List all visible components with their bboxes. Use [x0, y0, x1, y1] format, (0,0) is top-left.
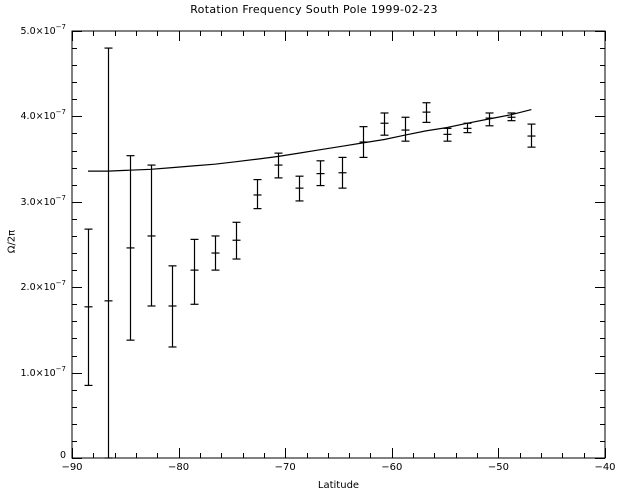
y-tick-label: 5.0×10−7	[20, 23, 67, 37]
x-axis-label: Latitude	[317, 480, 360, 491]
fit-curve	[88, 109, 532, 172]
y-tick-label: 3.0×10−7	[20, 193, 67, 208]
y-tick-label: 1.0×10−7	[20, 364, 67, 379]
x-tick-label: −80	[168, 462, 190, 473]
x-tick-label: −90	[61, 462, 83, 473]
x-tick-label: −60	[381, 462, 403, 473]
y-tick-label: 4.0×10−7	[20, 108, 67, 123]
x-tick-label: −70	[274, 462, 296, 473]
y-axis-label: Ω/2π	[6, 229, 18, 254]
chart-title: Rotation Frequency South Pole 1999-02-23	[190, 3, 438, 16]
x-tick-label: −50	[487, 462, 509, 473]
plot-frame	[71, 30, 606, 459]
y-tick-label: 2.0×10−7	[20, 279, 67, 294]
x-tick-label: −40	[594, 462, 616, 473]
y-tick-label: 0	[59, 450, 66, 461]
